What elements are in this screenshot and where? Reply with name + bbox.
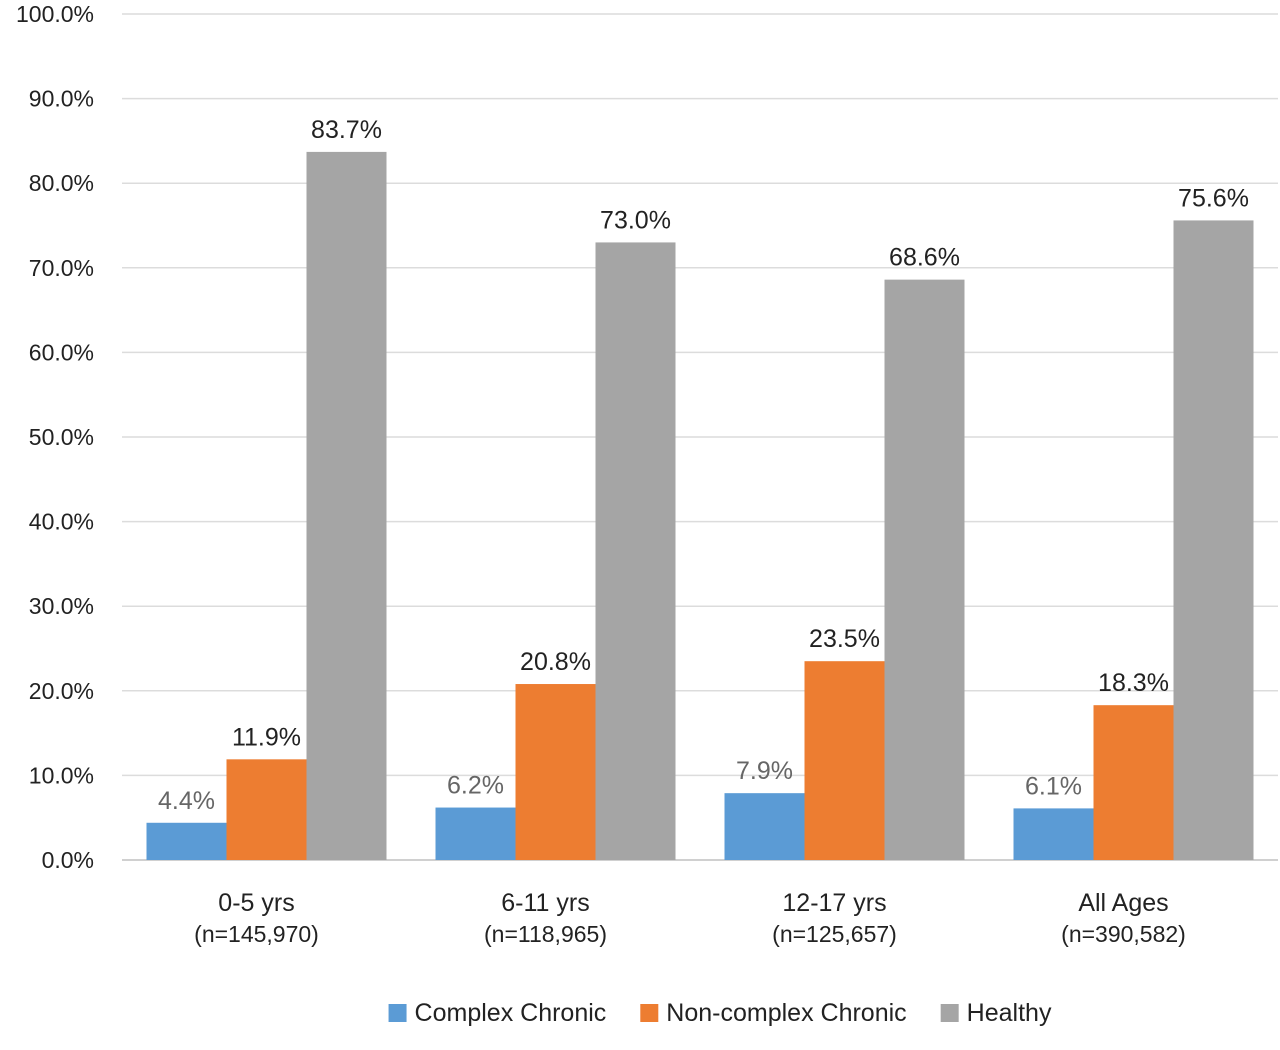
data-label: 83.7%	[311, 116, 382, 144]
x-category-sublabel: (n=145,970)	[194, 921, 319, 947]
bar	[226, 759, 307, 860]
y-tick-label: 30.0%	[29, 593, 94, 619]
y-tick-label: 100.0%	[16, 1, 94, 27]
x-category-sublabel: (n=390,582)	[1061, 921, 1186, 947]
bar	[595, 242, 676, 861]
legend-swatch	[640, 1004, 659, 1022]
bar	[515, 684, 596, 860]
x-category-sublabel: (n=118,965)	[484, 921, 607, 947]
legend-label: Non-complex Chronic	[666, 999, 906, 1027]
bar	[724, 793, 805, 860]
x-category-label: 12-17 yrs	[782, 889, 886, 917]
x-category-label: 0-5 yrs	[218, 889, 294, 917]
data-label: 7.9%	[736, 757, 793, 785]
bar	[1093, 705, 1174, 860]
data-label: 23.5%	[809, 625, 880, 653]
legend-label: Healthy	[967, 999, 1052, 1027]
data-labels: 4.4% 11.9% 83.7% 6.2% 20.8% 73.0% 7.9% 23.5% 68.…	[158, 116, 1249, 815]
y-tick-label: 0.0%	[42, 847, 94, 873]
data-label: 11.9%	[232, 723, 301, 751]
x-category-label: 6-11 yrs	[501, 889, 589, 917]
data-label: 73.0%	[600, 206, 671, 234]
legend: Complex Chronic Non-complex Chronic Health…	[388, 999, 1052, 1027]
data-label: 68.6%	[889, 244, 960, 272]
data-label: 18.3%	[1098, 669, 1169, 697]
legend-label: Complex Chronic	[415, 999, 607, 1027]
bar	[884, 279, 965, 860]
x-axis-categories: 0-5 yrs (n=145,970) 6-11 yrs (n=118,965) 12-…	[194, 889, 1186, 947]
bars	[146, 151, 1254, 861]
x-category-label: All Ages	[1078, 889, 1168, 917]
data-label: 75.6%	[1178, 184, 1249, 212]
data-label: 6.2%	[447, 772, 504, 800]
y-tick-label: 60.0%	[29, 339, 94, 365]
bar	[146, 822, 227, 860]
y-tick-label: 50.0%	[29, 424, 94, 450]
bar	[435, 807, 516, 860]
y-axis-ticks: 0.0% 10.0% 20.0% 30.0% 40.0% 50.0% 60.0% 70.0% 8…	[16, 1, 94, 873]
data-label: 4.4%	[158, 787, 215, 815]
legend-swatch	[388, 1004, 407, 1022]
y-tick-label: 40.0%	[29, 509, 94, 535]
y-tick-label: 20.0%	[29, 678, 94, 704]
bar	[1173, 220, 1254, 860]
y-tick-label: 70.0%	[29, 255, 94, 281]
y-tick-label: 10.0%	[29, 762, 94, 788]
legend-swatch	[940, 1004, 959, 1022]
x-category-sublabel: (n=125,657)	[772, 921, 897, 947]
data-label: 6.1%	[1025, 772, 1082, 800]
y-tick-label: 80.0%	[29, 170, 94, 196]
bar	[804, 661, 885, 860]
data-label: 20.8%	[520, 648, 591, 676]
y-tick-label: 90.0%	[29, 86, 94, 112]
bar	[1013, 808, 1094, 860]
bar	[306, 151, 387, 860]
